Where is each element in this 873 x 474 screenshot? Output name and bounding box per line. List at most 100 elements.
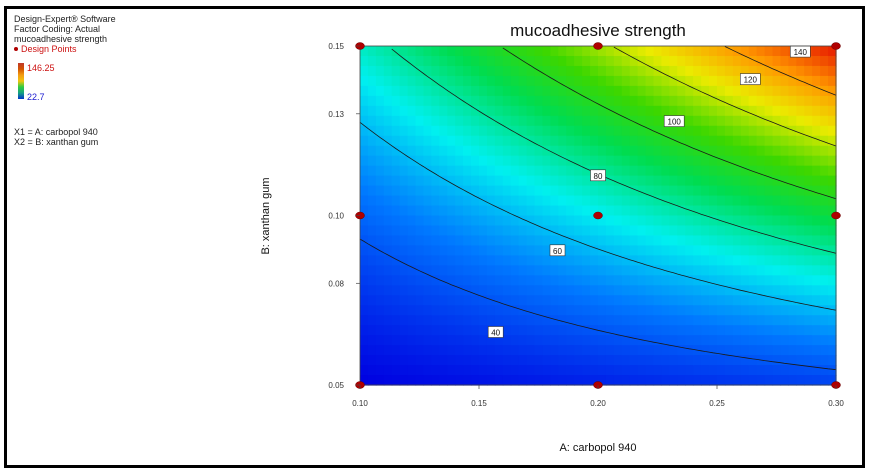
surface-cell: [629, 305, 639, 316]
surface-cell: [463, 265, 472, 276]
surface-cell: [423, 315, 432, 326]
surface-cell: [796, 315, 805, 326]
surface-cell: [685, 175, 694, 187]
surface-cell: [455, 285, 464, 296]
surface-cell: [534, 95, 544, 107]
surface-cell: [653, 115, 663, 127]
surface-cell: [637, 215, 647, 227]
surface-cell: [764, 365, 774, 376]
surface-cell: [788, 245, 797, 256]
surface-cell: [605, 275, 615, 286]
surface-cell: [423, 295, 432, 306]
surface-cell: [486, 295, 496, 306]
surface-cell: [717, 135, 726, 147]
surface-cell: [645, 235, 655, 247]
surface-cell: [756, 295, 766, 306]
surface-cell: [447, 315, 456, 326]
surface-cell: [613, 335, 623, 346]
surface-cell: [724, 255, 734, 266]
surface-cell: [661, 315, 670, 326]
surface-cell: [510, 295, 520, 306]
surface-cell: [447, 365, 456, 376]
surface-cell: [407, 325, 417, 336]
surface-cell: [724, 175, 734, 187]
surface-cell: [383, 255, 393, 266]
surface-cell: [423, 225, 432, 237]
surface-cell: [621, 265, 631, 276]
surface-cell: [621, 195, 631, 207]
surface-cell: [479, 155, 488, 167]
surface-cell: [526, 335, 536, 346]
surface-cell: [605, 345, 615, 356]
surface-cell: [732, 325, 742, 336]
surface-cell: [399, 335, 409, 346]
surface-cell: [764, 265, 774, 276]
surface-cell: [550, 345, 559, 356]
surface-cell: [375, 85, 385, 97]
surface-cell: [637, 135, 647, 147]
surface-cell: [439, 175, 448, 187]
surface-cell: [669, 135, 678, 147]
surface-cell: [383, 215, 393, 227]
surface-cell: [653, 335, 663, 346]
surface-cell: [471, 75, 480, 87]
surface-cell: [526, 105, 536, 117]
surface-cell: [685, 85, 694, 97]
surface-cell: [415, 175, 425, 187]
surface-cell: [764, 125, 774, 137]
surface-cell: [360, 105, 369, 117]
surface-cell: [629, 375, 639, 386]
surface-cell: [383, 145, 393, 157]
surface-cell: [613, 175, 623, 187]
surface-cell: [526, 175, 536, 187]
surface-cell: [375, 325, 385, 336]
surface-cell: [629, 205, 639, 217]
surface-cell: [598, 225, 607, 237]
surface-cell: [796, 335, 805, 346]
surface-cell: [772, 375, 782, 386]
surface-cell: [423, 365, 432, 376]
surface-cell: [367, 335, 377, 346]
surface-cell: [621, 115, 631, 127]
surface-cell: [812, 115, 821, 127]
surface-cell: [828, 345, 837, 356]
surface-cell: [724, 265, 734, 276]
surface-cell: [518, 46, 528, 57]
surface-cell: [391, 215, 401, 227]
surface-cell: [724, 245, 734, 256]
surface-cell: [598, 55, 607, 67]
surface-cell: [685, 195, 694, 207]
surface-cell: [756, 285, 766, 296]
surface-cell: [780, 315, 789, 326]
surface-cell: [526, 315, 536, 326]
surface-cell: [693, 195, 702, 207]
surface-cell: [685, 95, 694, 107]
surface-cell: [494, 85, 504, 97]
surface-cell: [669, 365, 678, 376]
surface-cell: [804, 75, 813, 87]
surface-cell: [526, 195, 536, 207]
surface-cell: [613, 46, 623, 57]
surface-cell: [360, 255, 369, 266]
surface-cell: [486, 265, 496, 276]
surface-cell: [732, 115, 742, 127]
surface-cell: [645, 365, 655, 376]
surface-cell: [621, 185, 631, 197]
surface-cell: [463, 275, 472, 286]
surface-cell: [399, 185, 409, 197]
surface-cell: [471, 275, 480, 286]
surface-cell: [486, 205, 496, 217]
surface-cell: [518, 75, 528, 87]
surface-cell: [582, 305, 591, 316]
surface-cell: [764, 215, 774, 227]
surface-cell: [812, 315, 821, 326]
surface-cell: [764, 55, 774, 67]
surface-cell: [645, 265, 655, 276]
surface-cell: [471, 335, 480, 346]
contour-lines: [359, 46, 837, 371]
surface-cell: [605, 145, 615, 157]
surface-cell: [629, 225, 639, 237]
surface-cell: [510, 65, 520, 77]
surface-cell: [740, 185, 750, 197]
surface-cell: [701, 55, 710, 67]
